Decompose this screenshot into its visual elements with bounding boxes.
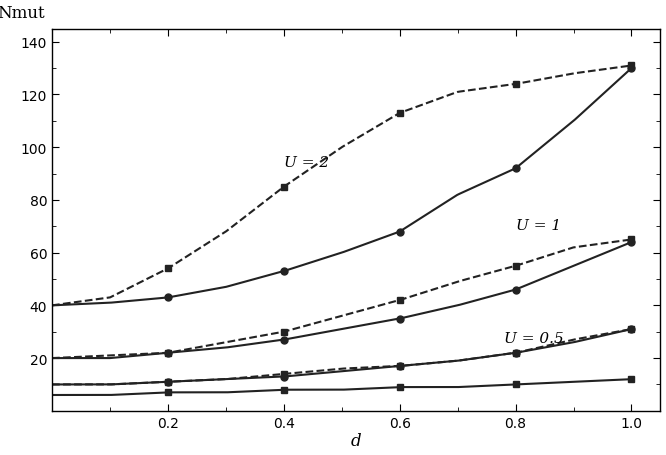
X-axis label: d: d (351, 433, 362, 450)
Text: U = 0.5: U = 0.5 (504, 332, 563, 345)
Text: Nmut: Nmut (0, 5, 45, 22)
Text: U = 2: U = 2 (284, 155, 329, 169)
Text: U = 1: U = 1 (515, 218, 561, 233)
